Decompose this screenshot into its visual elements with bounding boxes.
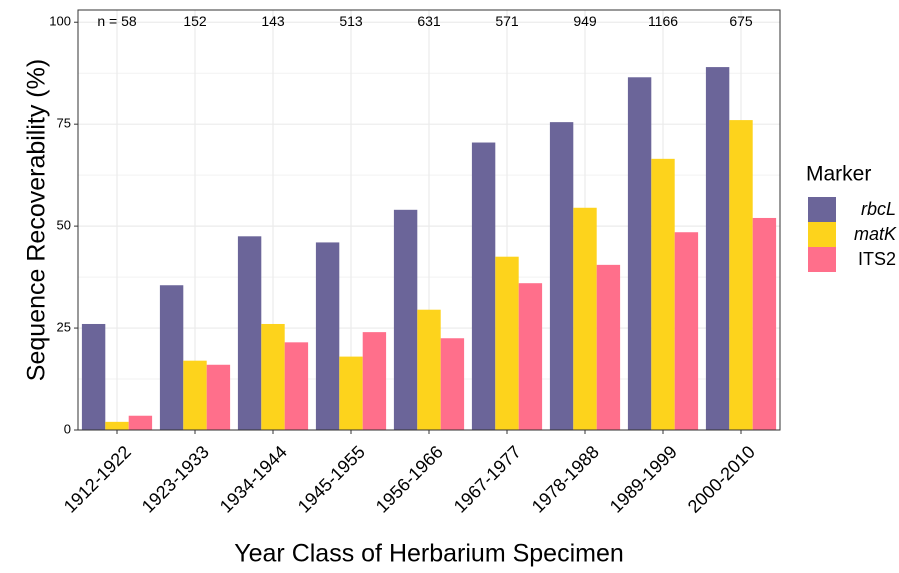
legend-key bbox=[808, 222, 836, 247]
bar bbox=[705, 67, 730, 431]
bar bbox=[729, 120, 753, 431]
bar bbox=[518, 283, 543, 430]
bar bbox=[237, 236, 262, 430]
bar bbox=[284, 342, 309, 430]
y-tick-label: 100 bbox=[49, 14, 71, 29]
annotation: 143 bbox=[261, 13, 285, 29]
bar bbox=[752, 217, 777, 430]
legend-label: rbcL bbox=[861, 199, 896, 219]
annotation: 631 bbox=[417, 13, 441, 29]
bar bbox=[128, 415, 153, 430]
annotation: 675 bbox=[729, 13, 753, 29]
legend-key bbox=[808, 247, 836, 272]
y-tick-label: 0 bbox=[64, 421, 71, 436]
annotation: n = 58 bbox=[97, 13, 137, 29]
annotation: 152 bbox=[183, 13, 207, 29]
bar bbox=[81, 323, 106, 430]
legend-title: Marker bbox=[806, 163, 871, 186]
y-axis-title: Sequence Recoverability (%) bbox=[23, 59, 51, 381]
bar bbox=[261, 323, 285, 430]
bar bbox=[549, 122, 574, 430]
bar bbox=[627, 77, 652, 430]
y-tick-label: 25 bbox=[57, 319, 71, 334]
legend-label: matK bbox=[854, 224, 897, 244]
bar bbox=[159, 285, 184, 430]
annotation: 571 bbox=[495, 13, 519, 29]
bar bbox=[417, 309, 441, 430]
bar bbox=[440, 338, 465, 430]
bar bbox=[674, 232, 699, 430]
y-tick-label: 75 bbox=[57, 116, 71, 131]
annotation: 949 bbox=[573, 13, 597, 29]
bar bbox=[651, 158, 675, 430]
bar bbox=[393, 209, 418, 430]
bar bbox=[495, 256, 519, 430]
annotation: 513 bbox=[339, 13, 363, 29]
bar bbox=[105, 421, 129, 430]
x-axis-title: Year Class of Herbarium Specimen bbox=[234, 540, 624, 568]
panel-border bbox=[77, 9, 781, 431]
legend-key bbox=[808, 197, 836, 222]
bar bbox=[596, 264, 621, 430]
legend-label: ITS2 bbox=[858, 249, 896, 269]
y-tick-label: 50 bbox=[57, 218, 71, 233]
bar bbox=[471, 142, 496, 430]
bar bbox=[573, 207, 597, 430]
bar bbox=[183, 360, 207, 430]
bar bbox=[339, 356, 363, 430]
bar bbox=[315, 242, 340, 430]
annotation: 1166 bbox=[648, 13, 678, 29]
bar bbox=[206, 364, 231, 430]
bar bbox=[362, 332, 387, 430]
